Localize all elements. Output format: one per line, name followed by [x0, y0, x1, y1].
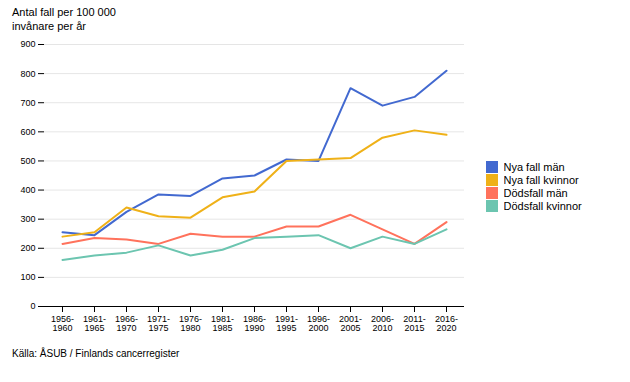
svg-text:1966-1970: 1966-1970 [115, 313, 138, 332]
svg-text:900: 900 [20, 39, 35, 49]
svg-text:400: 400 [20, 184, 35, 194]
svg-text:2001-2005: 2001-2005 [339, 313, 362, 332]
html-text:Dödsfall män: Dödsfall män [503, 186, 568, 199]
svg-text:2011-2015: 2011-2015 [403, 313, 425, 332]
svg-text:2016-2020: 2016-2020 [435, 313, 458, 332]
html-text:Nya fall kvinnor: Nya fall kvinnor [503, 173, 579, 186]
svg-text:1976-1980: 1976-1980 [179, 313, 202, 332]
svg-text:200: 200 [20, 243, 35, 253]
svg-text:100: 100 [20, 272, 35, 282]
html-text:Källa: ÅSUB / Finlands cancerr: Källa: ÅSUB / Finlands cancerregister [12, 347, 180, 359]
html-text:Antal fall per 100 000 invånar: Antal fall per 100 000 invånare per år [12, 6, 116, 32]
svg-text:500: 500 [20, 155, 35, 165]
html-text:Dödsfall kvinnor: Dödsfall kvinnor [503, 199, 582, 212]
svg-text:1986-1990: 1986-1990 [243, 313, 266, 332]
svg-text:1991-1995: 1991-1995 [275, 313, 298, 332]
html-text:Nya fall män: Nya fall män [503, 160, 565, 173]
svg-text:600: 600 [20, 126, 35, 136]
svg-text:300: 300 [20, 214, 35, 224]
svg-text:700: 700 [20, 97, 35, 107]
svg-text:1996-2000: 1996-2000 [307, 313, 330, 332]
svg-text:1956-1960: 1956-1960 [51, 313, 74, 332]
svg-text:1971-1975: 1971-1975 [147, 313, 170, 332]
svg-text:1981-1985: 1981-1985 [211, 313, 234, 332]
svg-text:0: 0 [30, 301, 35, 311]
svg-text:1961-1965: 1961-1965 [83, 313, 106, 332]
svg-text:800: 800 [20, 68, 35, 78]
svg-text:2006-2010: 2006-2010 [371, 313, 394, 332]
